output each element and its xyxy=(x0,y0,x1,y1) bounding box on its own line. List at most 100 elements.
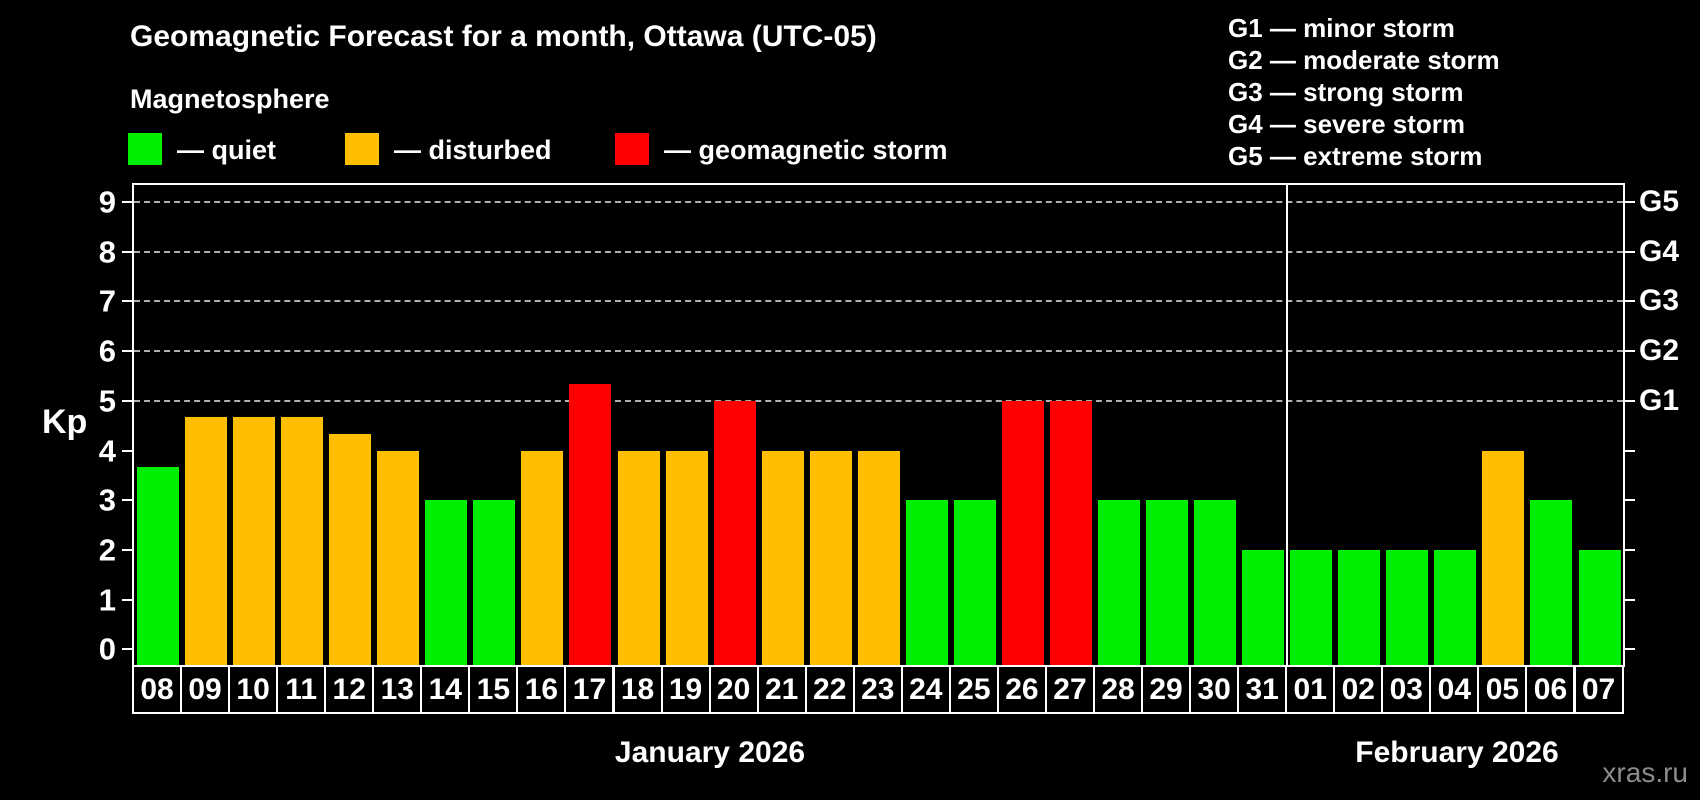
kp-bar-day-04 xyxy=(1434,549,1477,665)
kp-bar-day-13 xyxy=(377,450,420,665)
watermark: xras.ru xyxy=(1602,757,1688,788)
y-axis-tick-label: 9 xyxy=(98,184,116,220)
y-axis-tick-label: 4 xyxy=(98,433,116,468)
kp-bar-day-07 xyxy=(1578,549,1621,665)
gridline-kp-7 xyxy=(134,300,1623,303)
axis-tick-right-4 xyxy=(1625,449,1635,452)
kp-bar-day-01 xyxy=(1290,549,1333,665)
kp-bar-day-17 xyxy=(569,384,612,665)
day-label-cell: 08 xyxy=(132,665,183,714)
day-label-cell: 09 xyxy=(180,665,231,714)
axis-tick-right-3 xyxy=(1625,499,1635,502)
gridline-kp-8 xyxy=(134,250,1623,253)
day-label-cell: 17 xyxy=(564,665,615,714)
legend-swatch-disturbed xyxy=(345,133,379,165)
storm-scale-g5: G5 — extreme storm xyxy=(1228,141,1483,171)
day-label-cell: 01 xyxy=(1285,665,1336,714)
day-label-cell: 05 xyxy=(1477,665,1528,714)
day-label-cell: 21 xyxy=(756,665,807,714)
day-label-cell: 12 xyxy=(324,665,375,714)
legend-swatch-quiet xyxy=(128,133,162,165)
day-label-cell: 22 xyxy=(804,665,855,714)
day-label-cell: 16 xyxy=(516,665,567,714)
kp-bar-day-08 xyxy=(137,466,179,665)
g-level-label-g2: G2 xyxy=(1639,334,1680,368)
kp-bar-day-02 xyxy=(1338,549,1381,665)
axis-tick-left-8 xyxy=(122,250,132,253)
legend-label-quiet: — quiet xyxy=(177,135,276,165)
kp-bar-day-14 xyxy=(425,500,468,665)
axis-tick-left-7 xyxy=(122,300,132,303)
day-label-cell: 18 xyxy=(612,665,663,714)
y-axis-tick-label: 8 xyxy=(98,234,116,270)
axis-tick-left-3 xyxy=(122,499,132,502)
day-label-cell: 29 xyxy=(1141,665,1192,714)
day-label-cell: 03 xyxy=(1381,665,1432,714)
axis-tick-left-6 xyxy=(122,350,132,353)
kp-bar-day-12 xyxy=(329,434,372,665)
day-label-cell: 15 xyxy=(468,665,519,714)
page-title: Geomagnetic Forecast for a month, Ottawa… xyxy=(130,20,877,53)
kp-bar-day-31 xyxy=(1242,549,1285,665)
day-label-cell: 26 xyxy=(996,665,1047,714)
day-label-cell: 07 xyxy=(1573,665,1624,714)
kp-bar-day-21 xyxy=(761,450,804,665)
y-axis-tick-label: 5 xyxy=(98,383,116,419)
day-label-cell: 30 xyxy=(1189,665,1240,714)
axis-tick-right-5 xyxy=(1625,399,1635,402)
kp-bar-day-19 xyxy=(665,450,708,665)
kp-bar-day-25 xyxy=(953,500,996,665)
day-label-cell: 28 xyxy=(1093,665,1144,714)
day-label-cell: 25 xyxy=(948,665,999,714)
kp-axis-label: Kp xyxy=(42,403,88,441)
kp-bar-day-06 xyxy=(1530,500,1573,665)
storm-scale-g2: G2 — moderate storm xyxy=(1228,45,1500,75)
kp-bar-day-27 xyxy=(1049,400,1092,665)
kp-bar-day-28 xyxy=(1098,500,1140,665)
kp-bar-day-18 xyxy=(617,450,660,665)
day-label-cell: 31 xyxy=(1237,665,1288,714)
day-label-cell: 13 xyxy=(372,665,423,714)
axis-tick-right-8 xyxy=(1625,250,1635,253)
day-label-cell: 11 xyxy=(276,665,327,714)
y-axis-tick-label: 7 xyxy=(98,283,116,319)
kp-bar-day-23 xyxy=(857,450,900,665)
kp-bar-day-29 xyxy=(1146,500,1189,665)
day-label-row: 08 09 10 11 12 13 14 15 16 17 18 19 20 21 22 23 24 25 26 27… xyxy=(132,665,1627,716)
kp-bar-day-30 xyxy=(1194,500,1237,665)
axis-tick-right-1 xyxy=(1625,598,1635,601)
kp-bar-day-10 xyxy=(233,417,276,665)
g-level-label-g1: G1 xyxy=(1639,383,1680,417)
kp-bar-day-05 xyxy=(1482,450,1525,665)
day-label-cell: 06 xyxy=(1525,665,1576,714)
day-label-cell: 14 xyxy=(420,665,471,714)
day-label-cell: 27 xyxy=(1044,665,1095,714)
axis-tick-right-2 xyxy=(1625,548,1635,551)
kp-bar-day-16 xyxy=(521,450,564,665)
legend-label-storm: — geomagnetic storm xyxy=(664,135,948,165)
kp-bar-day-20 xyxy=(713,400,756,665)
legend-label-disturbed: — disturbed xyxy=(394,135,552,165)
y-axis-tick-label: 0 xyxy=(98,631,116,667)
storm-scale-g1: G1 — minor storm xyxy=(1228,13,1455,43)
day-label-cell: 04 xyxy=(1429,665,1480,714)
kp-bar-day-03 xyxy=(1386,549,1429,665)
month-label-february: February 2026 xyxy=(1355,736,1559,769)
storm-scale-g4: G4 — severe storm xyxy=(1228,109,1466,139)
day-label-cell: 10 xyxy=(228,665,279,714)
storm-scale-legend: G1 — minor storm G2 — moderate storm G3 … xyxy=(1228,12,1500,172)
kp-bar-day-22 xyxy=(809,450,852,665)
day-label-cell: 19 xyxy=(660,665,711,714)
kp-bar-day-15 xyxy=(473,500,516,665)
axis-tick-left-9 xyxy=(122,201,132,203)
day-label-cell: 23 xyxy=(852,665,903,714)
kp-bar-day-09 xyxy=(185,417,228,665)
month-label-january: January 2026 xyxy=(614,736,806,769)
axis-tick-right-6 xyxy=(1625,350,1635,353)
g-level-label-g4: G4 xyxy=(1639,234,1680,268)
y-axis-tick-label: 1 xyxy=(98,582,116,618)
legend-swatch-storm xyxy=(615,133,649,165)
plot-area: Kp 0 1 2 3 4 5 6 7 8 9 G1 G2 G3 G4 G5 xyxy=(42,183,1679,667)
kp-bar-day-26 xyxy=(1001,400,1044,665)
month-divider xyxy=(1285,185,1288,665)
